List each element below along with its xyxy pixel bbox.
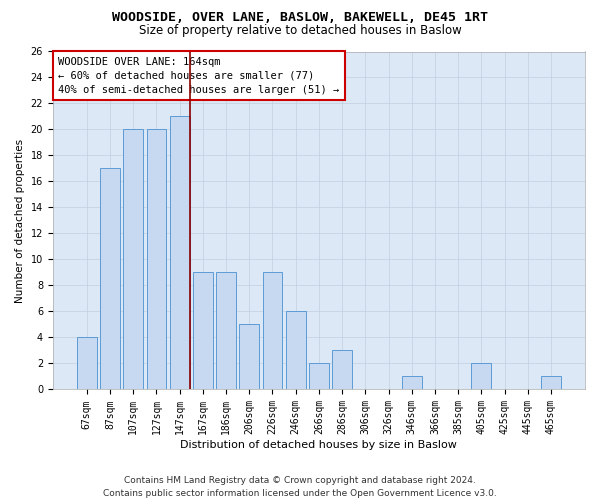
Bar bbox=[286, 312, 305, 390]
Bar bbox=[146, 130, 166, 390]
Bar bbox=[541, 376, 561, 390]
Bar bbox=[170, 116, 190, 390]
Bar bbox=[193, 272, 213, 390]
X-axis label: Distribution of detached houses by size in Baslow: Distribution of detached houses by size … bbox=[181, 440, 457, 450]
Text: Size of property relative to detached houses in Baslow: Size of property relative to detached ho… bbox=[139, 24, 461, 37]
Bar bbox=[402, 376, 422, 390]
Text: WOODSIDE OVER LANE: 164sqm
← 60% of detached houses are smaller (77)
40% of semi: WOODSIDE OVER LANE: 164sqm ← 60% of deta… bbox=[58, 56, 340, 94]
Bar bbox=[472, 364, 491, 390]
Bar bbox=[124, 130, 143, 390]
Text: WOODSIDE, OVER LANE, BASLOW, BAKEWELL, DE45 1RT: WOODSIDE, OVER LANE, BASLOW, BAKEWELL, D… bbox=[112, 11, 488, 24]
Bar bbox=[100, 168, 120, 390]
Y-axis label: Number of detached properties: Number of detached properties bbox=[15, 138, 25, 302]
Text: Contains HM Land Registry data © Crown copyright and database right 2024.
Contai: Contains HM Land Registry data © Crown c… bbox=[103, 476, 497, 498]
Bar bbox=[332, 350, 352, 390]
Bar bbox=[309, 364, 329, 390]
Bar bbox=[239, 324, 259, 390]
Bar bbox=[77, 338, 97, 390]
Bar bbox=[263, 272, 283, 390]
Bar bbox=[216, 272, 236, 390]
